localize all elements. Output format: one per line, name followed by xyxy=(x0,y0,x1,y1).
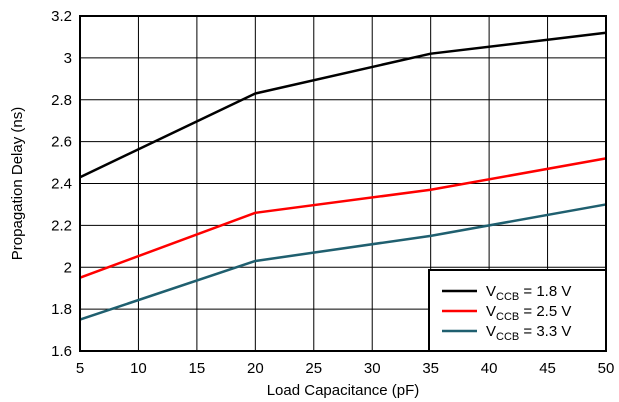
y-tick-label: 2.8 xyxy=(51,92,72,109)
y-tick-label: 1.8 xyxy=(51,301,72,318)
y-tick-label: 2.4 xyxy=(51,176,72,193)
series-line xyxy=(79,203,607,321)
y-tick-label: 1.6 xyxy=(51,343,72,360)
x-tick-label: 20 xyxy=(247,360,264,377)
legend-label: VCCB = 1.8 V xyxy=(486,283,571,303)
y-axis-label: Propagation Delay (ns) xyxy=(9,107,26,260)
x-tick-labels: 5 10 15 20 25 30 35 40 45 50 xyxy=(76,360,615,377)
x-tick-label: 50 xyxy=(598,360,615,377)
x-tick-label: 30 xyxy=(364,360,381,377)
y-tick-label: 3 xyxy=(64,50,72,67)
x-tick-label: 35 xyxy=(422,360,439,377)
x-tick-label: 10 xyxy=(130,360,147,377)
y-tick-labels: 1.6 1.8 2 2.2 2.4 2.6 2.8 3 3.2 xyxy=(51,8,72,360)
y-tick-label: 2 xyxy=(64,259,72,276)
x-tick-label: 45 xyxy=(539,360,556,377)
series-line xyxy=(79,31,607,179)
x-axis-label: Load Capacitance (pF) xyxy=(267,382,420,399)
x-tick-label: 25 xyxy=(305,360,322,377)
y-tick-label: 2.6 xyxy=(51,134,72,151)
y-tick-label: 3.2 xyxy=(51,8,72,25)
y-tick-label: 2.2 xyxy=(51,217,72,234)
x-tick-label: 40 xyxy=(481,360,498,377)
x-tick-label: 5 xyxy=(76,360,84,377)
series-lines xyxy=(79,31,607,321)
plot-frame xyxy=(79,15,607,352)
legend-label: VCCB = 2.5 V xyxy=(486,303,571,323)
series-line xyxy=(79,157,607,279)
legend-label: VCCB = 3.3 V xyxy=(486,323,571,343)
x-tick-label: 15 xyxy=(189,360,206,377)
